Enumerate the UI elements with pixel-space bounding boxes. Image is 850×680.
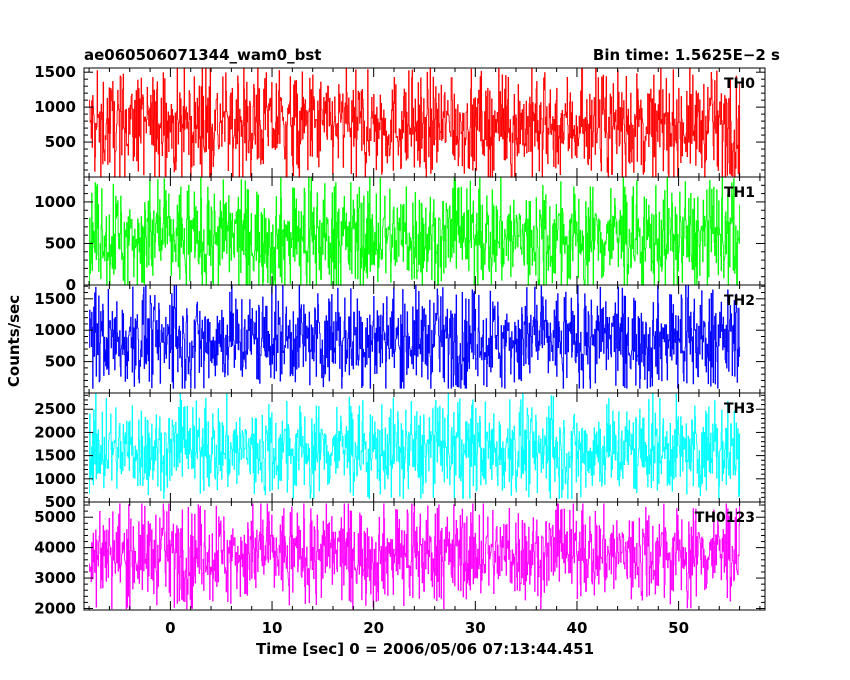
y-tick-label: 500: [45, 133, 76, 151]
panel-th1: 0 500 1000 TH1: [34, 176, 766, 294]
y-tick-label: 1000: [34, 193, 76, 211]
y-tick-label: 0: [66, 276, 76, 294]
panel-label-th3: TH3: [724, 401, 755, 417]
series-th0123: [89, 503, 741, 610]
x-tick-label: 0: [165, 619, 175, 637]
panel-th3: 500 1000 1500 2000 2500 TH3: [34, 392, 766, 511]
chart-title: ae060506071344_wam0_bst: [84, 46, 321, 64]
x-tick-label: 40: [567, 619, 588, 637]
y-tick-label: 2000: [34, 599, 76, 617]
panel-label-th2: TH2: [724, 293, 755, 309]
series-th0: [89, 68, 741, 178]
y-tick-label: 3000: [34, 569, 76, 587]
y-tick-label: 2500: [34, 400, 76, 418]
y-tick-label: 1000: [34, 321, 76, 339]
panel-frame-th0123: [83, 501, 766, 611]
series-th2: [89, 285, 741, 389]
series-th1: [89, 177, 741, 286]
y-tick-label: 1000: [34, 98, 76, 116]
y-tick-label: 500: [45, 234, 76, 252]
y-tick-label: 1500: [34, 63, 76, 81]
y-tick-label: 500: [45, 493, 76, 511]
y-tick-label: 4000: [34, 539, 76, 557]
panel-th2: 500 1000 1500 TH2: [34, 284, 766, 394]
bin-time-label: Bin time: 1.5625E−2 s: [593, 46, 780, 64]
panel-label-th1: TH1: [724, 185, 755, 201]
panel-th0: 500 1000 1500 TH0: [34, 63, 766, 178]
x-axis: 0 10 20 30 40 50: [165, 619, 689, 637]
y-tick-label: 2000: [34, 423, 76, 441]
x-tick-label: 50: [668, 619, 689, 637]
panel-th0123: 2000 3000 4000 5000 TH0123: [34, 501, 766, 617]
x-axis-label: Time [sec] 0 = 2006/05/06 07:13:44.451: [256, 640, 594, 658]
panel-label-th0: TH0: [724, 76, 755, 92]
y-tick-label: 1500: [34, 290, 76, 308]
x-tick-label: 30: [465, 619, 486, 637]
y-tick-label: 5000: [34, 508, 76, 526]
y-tick-label: 500: [45, 353, 76, 371]
x-tick-label: 10: [262, 619, 283, 637]
series-th3: [89, 393, 741, 499]
y-tick-label: 1500: [34, 447, 76, 465]
y-tick-label: 1000: [34, 470, 76, 488]
y-axis-label: Counts/sec: [5, 295, 23, 387]
x-tick-label: 20: [363, 619, 384, 637]
panel-label-th0123: TH0123: [695, 510, 755, 526]
